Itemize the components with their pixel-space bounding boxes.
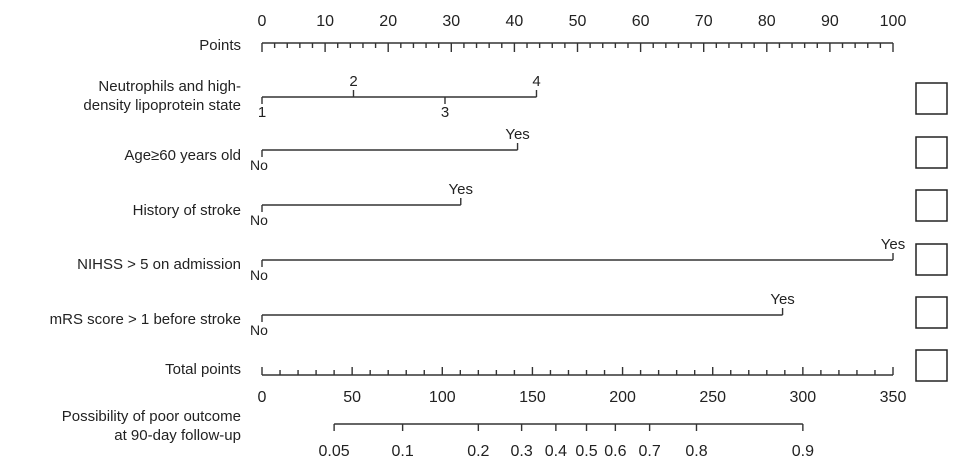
total-points-tick-label: 250	[699, 389, 726, 406]
probability-axis-label: Possibility of poor outcome	[62, 408, 241, 425]
level-label: No	[250, 322, 268, 338]
level-label: Yes	[449, 181, 473, 198]
points-tick-label: 50	[569, 13, 587, 30]
level-label: 1	[258, 104, 266, 121]
probability-tick-label: 0.8	[685, 443, 707, 460]
checkbox-square	[915, 189, 948, 222]
variable-label: History of stroke	[133, 202, 241, 219]
checkbox-square	[915, 243, 948, 276]
points-tick-label: 60	[632, 13, 650, 30]
level-label: 4	[532, 73, 540, 90]
total-points-tick-label: 150	[519, 389, 546, 406]
probability-tick-label: 0.4	[545, 443, 567, 460]
level-label: 2	[349, 73, 357, 90]
variable-label: Age≥60 years old	[124, 147, 241, 164]
total-points-tick-label: 300	[790, 389, 817, 406]
points-axis-label: Points	[199, 37, 241, 54]
probability-tick-label: 0.2	[467, 443, 489, 460]
points-tick-label: 10	[316, 13, 334, 30]
probability-tick-label: 0.6	[604, 443, 626, 460]
points-tick-label: 20	[379, 13, 397, 30]
points-tick-label: 100	[880, 13, 907, 30]
variable-label: Neutrophils and high-	[98, 78, 241, 95]
variable-label: density lipoprotein state	[83, 97, 241, 114]
points-tick-label: 0	[258, 13, 267, 30]
points-tick-label: 40	[506, 13, 524, 30]
probability-tick-label: 0.5	[575, 443, 597, 460]
total-points-tick-label: 350	[880, 389, 907, 406]
checkbox-square	[915, 136, 948, 169]
checkbox-square	[915, 349, 948, 382]
probability-tick-label: 0.9	[792, 443, 814, 460]
checkbox-square	[915, 296, 948, 329]
variable-label: NIHSS > 5 on admission	[77, 256, 241, 273]
level-label: No	[250, 267, 268, 283]
level-label: Yes	[770, 291, 794, 308]
probability-tick-label: 0.7	[638, 443, 660, 460]
level-label: 3	[441, 104, 449, 121]
probability-tick-label: 0.05	[319, 443, 350, 460]
variable-label: mRS score > 1 before stroke	[50, 311, 241, 328]
level-label: Yes	[881, 236, 905, 253]
total-points-tick-label: 100	[429, 389, 456, 406]
checkbox-square	[915, 82, 948, 115]
total-points-axis-label: Total points	[165, 361, 241, 378]
probability-axis-label: at 90-day follow-up	[114, 427, 241, 444]
level-label: No	[250, 212, 268, 228]
points-tick-label: 30	[442, 13, 460, 30]
points-tick-label: 90	[821, 13, 839, 30]
probability-tick-label: 0.3	[510, 443, 532, 460]
level-label: No	[250, 157, 268, 173]
total-points-tick-label: 50	[343, 389, 361, 406]
total-points-tick-label: 0	[258, 389, 267, 406]
total-points-tick-label: 200	[609, 389, 636, 406]
probability-tick-label: 0.1	[391, 443, 413, 460]
points-tick-label: 70	[695, 13, 713, 30]
points-tick-label: 80	[758, 13, 776, 30]
level-label: Yes	[505, 126, 529, 143]
